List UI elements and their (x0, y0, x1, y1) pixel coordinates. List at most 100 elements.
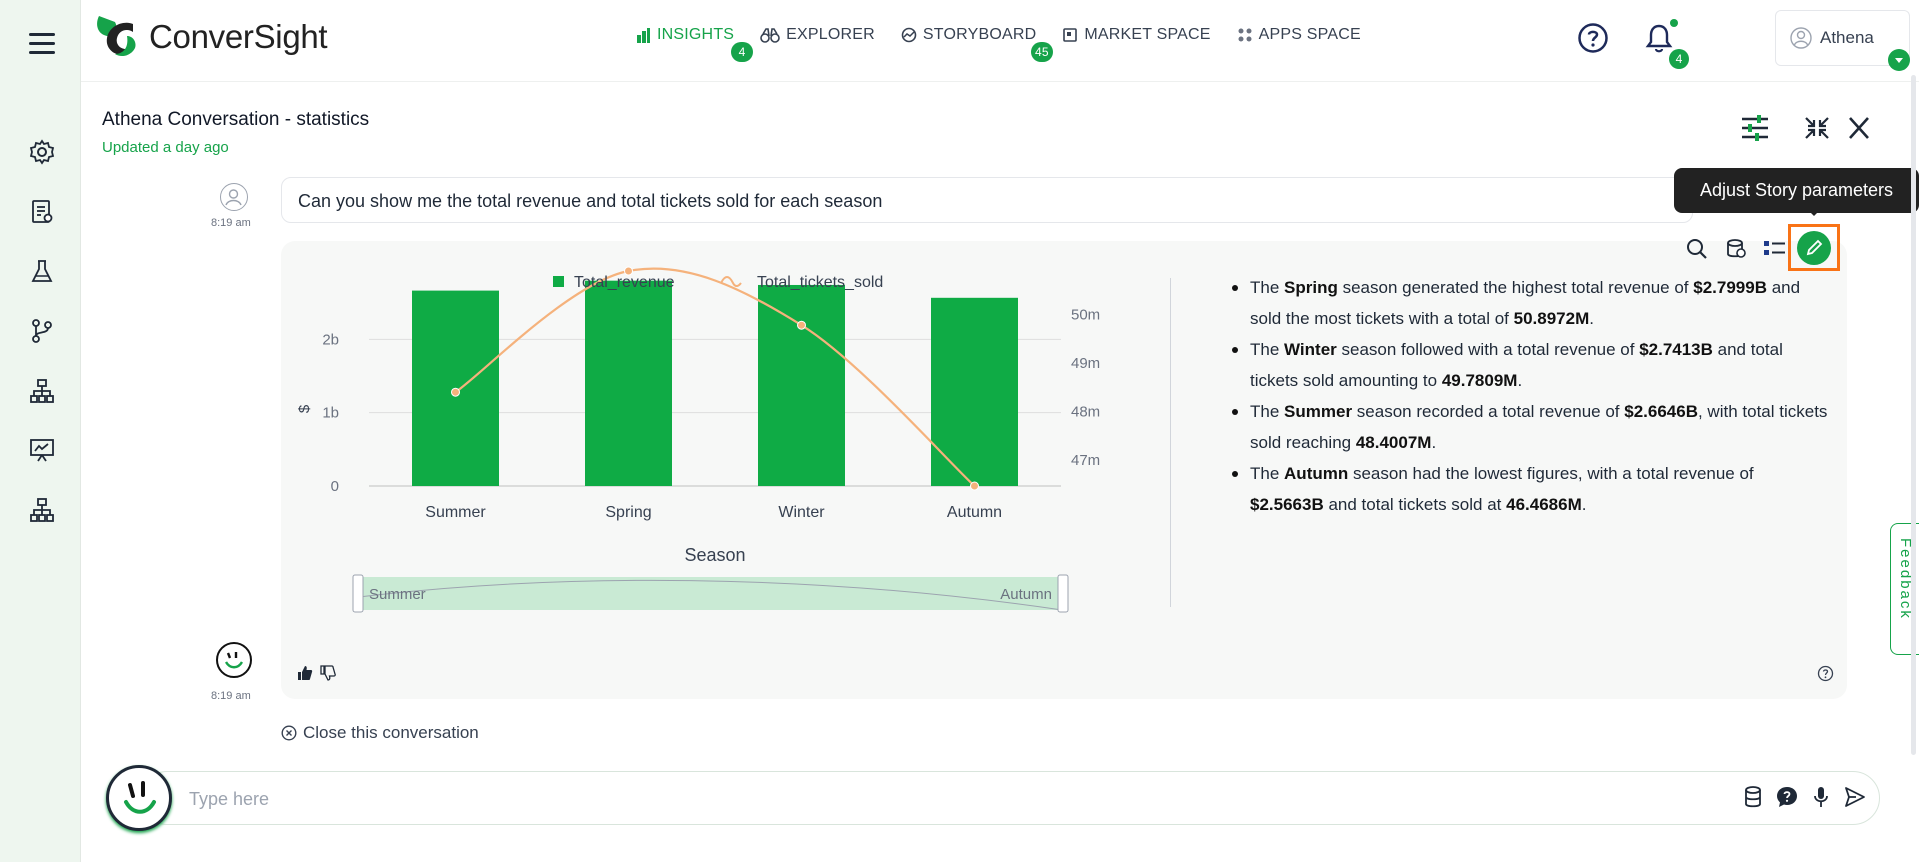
user-dropdown-chevron-icon[interactable] (1888, 49, 1910, 71)
bar (585, 280, 672, 486)
bot-avatar-large[interactable] (106, 765, 172, 831)
chat-input[interactable] (189, 782, 1689, 816)
insight-text: The Winter season followed with a total … (1250, 340, 1783, 390)
question-circle-icon[interactable] (1817, 665, 1834, 682)
zoom-slider (359, 577, 1062, 610)
search-icon[interactable] (1684, 236, 1710, 262)
logo-mark-icon (93, 14, 141, 60)
close-circle-icon (281, 725, 297, 741)
line-point (451, 387, 460, 397)
zoom-handle-left (352, 574, 364, 613)
bell-icon[interactable] (1644, 22, 1674, 54)
send-icon[interactable] (1843, 785, 1867, 809)
question-chat-icon[interactable] (1775, 785, 1799, 809)
database-icon[interactable] (1741, 785, 1765, 809)
y-tick-label: 1b (322, 405, 339, 422)
series-line (454, 267, 976, 487)
presentation-icon[interactable] (28, 436, 56, 464)
question-text: Can you show me the total revenue and to… (281, 177, 1693, 223)
answer-divider (1170, 278, 1171, 607)
nav-storyboard-label: STORYBOARD (922, 26, 1037, 43)
tooltip: Adjust Story parameters (1674, 168, 1919, 213)
close-icon[interactable] (1844, 114, 1874, 142)
x-tick-label: Autumn (947, 504, 1002, 521)
gear-icon[interactable] (28, 138, 56, 166)
y2-tick-label: 48m (1071, 404, 1100, 421)
y-tick-label: 0 (331, 478, 339, 495)
microphone-icon[interactable] (1809, 785, 1833, 809)
legend-label: Total_tickets_sold (757, 274, 883, 291)
notification-count: 4 (1669, 49, 1689, 69)
adjust-story-parameters-button[interactable] (1797, 231, 1831, 265)
sidebar (0, 0, 81, 862)
user-avatar-icon (1790, 27, 1812, 49)
thumbs-up-icon[interactable] (297, 665, 313, 681)
line-point (624, 266, 633, 276)
bar-chart-icon (637, 27, 650, 43)
line-point (970, 481, 979, 491)
insight-item: The Spring season generated the highest … (1230, 272, 1830, 334)
hierarchy-icon[interactable] (28, 377, 56, 405)
close-conversation-label: Close this conversation (303, 723, 479, 742)
nav-market-space-label: MARKET SPACE (1084, 26, 1211, 43)
legend-line-swatch (720, 276, 742, 287)
top-header: ConverSight INSIGHTS 4 EXPLORER STORYBOA… (81, 0, 1919, 82)
conversation-title: Athena Conversation - statistics (102, 109, 370, 130)
storyboard-badge: 45 (1030, 42, 1053, 62)
storyboard-icon (901, 27, 917, 43)
close-conversation-button[interactable]: Close this conversation (281, 723, 479, 743)
legend-label: Total_revenue (574, 274, 675, 291)
chat-input-bar (140, 771, 1880, 825)
zoom-end-label: Autumn (1000, 586, 1052, 603)
report-icon[interactable] (28, 198, 56, 226)
user-menu[interactable]: Athena (1775, 10, 1910, 66)
conversight-logo[interactable]: ConverSight (93, 14, 328, 60)
nav-explorer[interactable]: EXPLORER (760, 26, 875, 44)
line-point (797, 320, 806, 330)
bot-avatar (216, 642, 252, 678)
branch-icon[interactable] (28, 317, 56, 345)
zoom-start-label: Summer (369, 586, 426, 603)
collapse-icon[interactable] (1802, 114, 1832, 142)
insight-text: The Autumn season had the lowest figures… (1250, 464, 1754, 514)
insight-item: The Autumn season had the lowest figures… (1230, 458, 1830, 520)
bar (931, 297, 1018, 486)
x-axis-label: Season (684, 545, 745, 565)
nav-storyboard[interactable]: STORYBOARD 45 (901, 26, 1053, 62)
zoom-preview-line (358, 579, 1063, 611)
top-nav: INSIGHTS 4 EXPLORER STORYBOARD 45 MARKET… (636, 26, 1387, 62)
nav-market-space[interactable]: MARKET SPACE (1062, 26, 1210, 44)
feedback-label: Feedback (1897, 538, 1914, 620)
legend-swatch (553, 276, 564, 287)
list-icon[interactable] (1761, 236, 1787, 262)
pencil-icon (1806, 239, 1823, 256)
x-tick-label: Summer (425, 504, 486, 521)
hamburger-menu-icon[interactable] (29, 33, 55, 55)
answer-time: 8:19 am (211, 690, 251, 702)
nav-insights-label: INSIGHTS (657, 26, 735, 43)
insight-item: The Summer season recorded a total reven… (1230, 396, 1830, 458)
thumbs-down-icon[interactable] (320, 665, 336, 681)
nav-apps-space-label: APPS SPACE (1258, 26, 1361, 43)
y2-tick-label: 50m (1071, 307, 1100, 324)
insight-text: The Summer season recorded a total reven… (1250, 402, 1828, 452)
flask-icon[interactable] (28, 258, 56, 286)
nav-explorer-label: EXPLORER (786, 26, 875, 43)
market-icon (1063, 28, 1078, 42)
y2-tick-label: 47m (1071, 452, 1100, 469)
y2-tick-label: 49m (1071, 355, 1100, 372)
binoculars-icon (760, 27, 780, 43)
scrollbar[interactable] (1911, 75, 1916, 755)
database-icon[interactable] (1723, 236, 1749, 262)
hierarchy-icon[interactable] (28, 496, 56, 524)
tooltip-arrow (1806, 208, 1822, 216)
y-axis-label: $ (296, 404, 313, 413)
bar (758, 284, 845, 486)
apps-grid-icon (1238, 28, 1252, 42)
help-icon[interactable] (1577, 22, 1609, 54)
nav-insights[interactable]: INSIGHTS 4 (636, 26, 753, 62)
x-tick-label: Winter (778, 504, 825, 521)
edit-button-highlight (1788, 224, 1840, 271)
nav-apps-space[interactable]: APPS SPACE (1237, 26, 1361, 44)
filter-sliders-icon[interactable] (1740, 114, 1770, 142)
